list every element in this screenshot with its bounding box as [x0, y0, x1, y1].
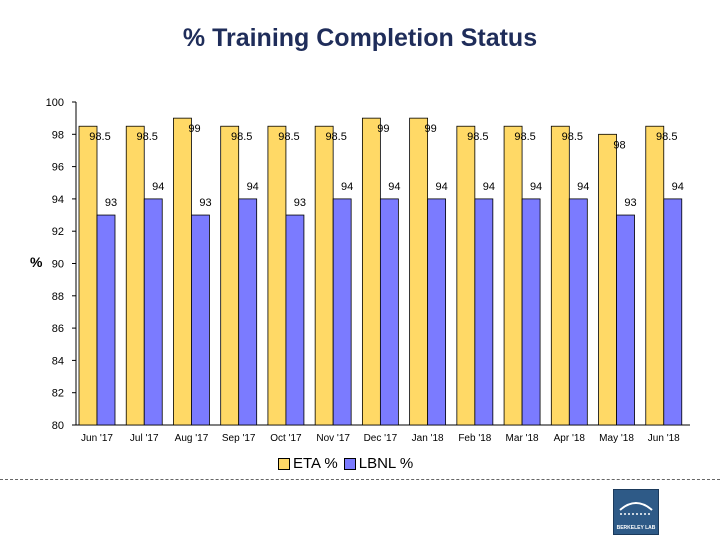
- x-tick-label: Mar '18: [506, 433, 539, 444]
- data-label-eta: 99: [188, 123, 200, 135]
- data-label-lbnl: 94: [577, 181, 589, 193]
- y-tick-label: 84: [52, 355, 64, 367]
- data-label-lbnl: 94: [530, 181, 542, 193]
- y-tick-label: 80: [52, 420, 64, 432]
- legend-item-lbnl: LBNL %: [343, 455, 414, 472]
- x-tick-label: Dec '17: [364, 433, 398, 444]
- x-tick-label: Jun '18: [648, 433, 680, 444]
- data-label-eta: 99: [377, 123, 389, 135]
- x-axis-labels-group: Jun '17 Jul '17 Aug '17 Sep '17 Oct '17 Nov '…: [81, 433, 680, 444]
- data-label-eta: 98.5: [231, 131, 252, 143]
- bar-eta: [409, 117, 429, 426]
- data-label-eta: 98.5: [656, 131, 677, 143]
- data-label-lbnl: 94: [435, 181, 447, 193]
- y-tick-label: 90: [52, 259, 64, 271]
- bar-eta: [314, 125, 334, 426]
- x-tick-label: Apr '18: [554, 433, 586, 444]
- data-label-lbnl: 94: [341, 181, 353, 193]
- x-tick-label: Aug '17: [175, 433, 209, 444]
- data-label-lbnl: 93: [199, 197, 211, 209]
- x-tick-label: Nov '17: [316, 433, 350, 444]
- data-label-eta: 99: [424, 123, 436, 135]
- data-label-lbnl: 94: [672, 181, 684, 193]
- y-axis-label: %: [30, 254, 43, 270]
- x-tick-label: May '18: [599, 433, 634, 444]
- bar-lbnl: [191, 214, 210, 426]
- y-tick-label: 100: [46, 97, 64, 109]
- x-tick-label: Jul '17: [130, 433, 159, 444]
- bar-lbnl: [143, 198, 163, 426]
- y-tick-label: 94: [52, 194, 64, 206]
- bar-lbnl: [663, 198, 683, 426]
- berkeley-lab-logo: BERKELEY LAB: [613, 489, 659, 535]
- legend-swatch-lbnl: [343, 457, 356, 470]
- data-labels-group: 98.5 93 98.5 94 99 93 98.5 94 98.5 93 98.5 94 99 94 99…: [89, 123, 684, 209]
- y-tick-label: 88: [52, 291, 64, 303]
- data-label-eta: 98: [613, 139, 625, 151]
- chart-title: % Training Completion Status: [182, 24, 538, 52]
- bar-lbnl: [96, 214, 116, 426]
- y-tick-label: 92: [52, 226, 64, 238]
- legend-label-eta: ETA %: [293, 455, 338, 472]
- bar-eta: [598, 133, 617, 426]
- x-tick-label: Sep '17: [222, 433, 256, 444]
- bar-eta: [456, 125, 476, 426]
- logo-text: BERKELEY LAB: [616, 525, 656, 531]
- legend-item-eta: ETA %: [278, 455, 338, 472]
- x-tick-label: Jun '17: [81, 433, 113, 444]
- bar-eta: [645, 125, 665, 426]
- y-tick-label: 96: [52, 162, 64, 174]
- bar-eta: [173, 117, 192, 426]
- data-label-lbnl: 94: [247, 181, 259, 193]
- bar-eta: [550, 125, 570, 426]
- bar-lbnl: [521, 198, 541, 426]
- bar-eta: [503, 125, 523, 426]
- data-label-eta: 98.5: [562, 131, 583, 143]
- data-label-eta: 98.5: [467, 131, 488, 143]
- bar-lbnl: [427, 198, 447, 426]
- y-tick-label: 98: [52, 129, 64, 141]
- bar-eta: [78, 125, 98, 426]
- x-tick-label: Feb '18: [458, 433, 491, 444]
- data-label-lbnl: 94: [483, 181, 495, 193]
- bar-lbnl: [332, 198, 352, 426]
- y-axis-ticks: 80 82 84 86 88 90 92 94 96 98 100: [46, 97, 76, 432]
- data-label-eta: 98.5: [325, 131, 346, 143]
- data-label-eta: 98.5: [278, 131, 299, 143]
- legend: ETA % LBNL %: [278, 455, 419, 472]
- data-label-lbnl: 93: [624, 197, 636, 209]
- bar-lbnl: [474, 198, 494, 426]
- data-label-lbnl: 93: [105, 197, 117, 209]
- bar-lbnl: [568, 198, 588, 426]
- bars-group: [78, 117, 683, 426]
- bar-eta: [267, 125, 287, 426]
- data-label-eta: 98.5: [514, 131, 535, 143]
- data-label-lbnl: 93: [294, 197, 306, 209]
- data-label-eta: 98.5: [89, 131, 110, 143]
- data-label-lbnl: 94: [152, 181, 164, 193]
- x-tick-label: Oct '17: [270, 433, 302, 444]
- bar-eta: [125, 125, 145, 426]
- y-tick-label: 82: [52, 388, 64, 400]
- footer-divider: [0, 479, 720, 480]
- bar-eta: [361, 117, 381, 426]
- data-label-lbnl: 94: [388, 181, 400, 193]
- bar-lbnl: [616, 214, 635, 426]
- y-tick-label: 86: [52, 323, 64, 335]
- bar-lbnl: [285, 214, 305, 426]
- x-tick-label: Jan '18: [412, 433, 444, 444]
- legend-swatch-eta: [278, 457, 290, 470]
- lab-building-icon: [619, 502, 653, 515]
- bar-lbnl: [238, 198, 258, 426]
- legend-label-lbnl: LBNL %: [358, 455, 414, 472]
- bar-eta: [220, 125, 240, 426]
- data-label-eta: 98.5: [137, 131, 158, 143]
- bar-lbnl: [379, 198, 399, 426]
